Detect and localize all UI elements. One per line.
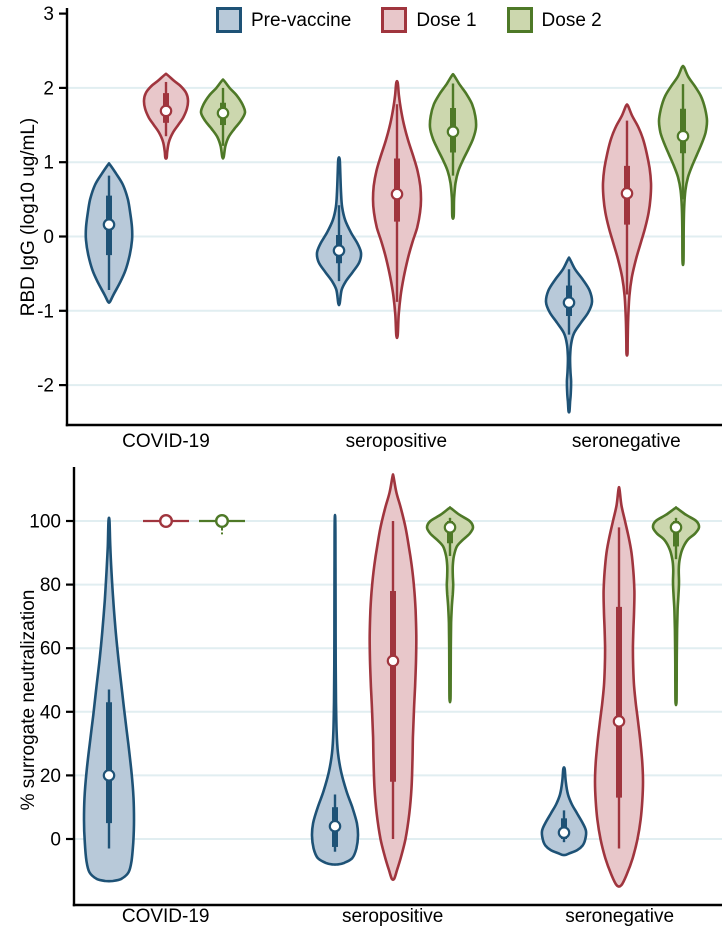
violin-neutralization-seropositive-pre-vaccine [310, 513, 360, 866]
violin-neutralization-seropositive-dose-2 [425, 506, 475, 704]
category-label-covid-19: COVID-19 [122, 906, 210, 927]
median-marker [676, 129, 690, 143]
legend-label-pre-vaccine: Pre-vaccine [251, 9, 352, 31]
y-tick-label: -2 [37, 376, 54, 397]
median-marker [102, 769, 116, 782]
median-marker [332, 244, 346, 257]
dose-2-swatch-icon [506, 7, 533, 33]
median-marker [102, 218, 116, 231]
y-tick-label: 80 [40, 575, 61, 596]
y-tick-label: 40 [40, 702, 61, 723]
pre-vaccine-swatch-icon [216, 7, 242, 33]
y-tick-label: 3 [43, 4, 54, 25]
median-marker [390, 187, 404, 201]
y-tick-label: 1 [43, 153, 54, 174]
y-tick-label: 100 [29, 512, 61, 533]
median-marker [214, 514, 229, 529]
y-axis-title: % surrogate neutralization [18, 590, 39, 811]
median-marker [446, 125, 460, 139]
y-tick-label: 60 [40, 639, 61, 660]
category-label-seronegative: seronegative [565, 906, 674, 927]
median-marker [562, 296, 576, 309]
violin-rbd-igg-seronegative-pre-vaccine [544, 256, 594, 414]
legend-label-dose-1: Dose 1 [416, 9, 477, 31]
y-tick-label: -1 [37, 301, 54, 322]
median-marker [328, 819, 342, 833]
violin-neutralization-seronegative-dose-2 [651, 506, 701, 707]
category-label-seropositive: seropositive [342, 906, 443, 927]
rbd-igg-violin-panel: 3 2 1 0 -1 -2 RBD IgG (log10 ug/mL) COVID-19 ser… [18, 4, 722, 452]
category-label-seropositive: seropositive [346, 431, 447, 452]
category-label-covid-19: COVID-19 [122, 431, 210, 452]
median-marker [620, 187, 634, 200]
chart-legend: Pre-vaccine Dose 1 Dose 2 [216, 7, 602, 33]
y-tick-label: 20 [40, 766, 61, 787]
y-axis-title: RBD IgG (log10 ug/mL) [18, 118, 39, 317]
dose-1-swatch-icon [381, 7, 408, 33]
surrogate-neutralization-violin-panel: 100 80 60 40 20 0 % surrogate neutralization CO… [18, 467, 722, 927]
median-marker [386, 654, 400, 668]
legend-label-dose-2: Dose 2 [541, 9, 602, 31]
legend-item-pre-vaccine: Pre-vaccine [216, 7, 351, 33]
median-marker [159, 104, 173, 118]
median-marker [216, 106, 230, 120]
median-marker [443, 521, 457, 534]
y-tick-label: 0 [43, 227, 54, 248]
y-tick-label: 2 [43, 78, 54, 99]
median-marker [612, 715, 626, 728]
category-label-seronegative: seronegative [572, 431, 681, 452]
median-marker [557, 826, 571, 839]
median-marker [158, 514, 173, 529]
median-marker [669, 521, 683, 534]
legend-item-dose-1: Dose 1 [381, 7, 477, 33]
legend-item-dose-2: Dose 2 [506, 7, 602, 33]
y-tick-label: 0 [50, 830, 61, 851]
